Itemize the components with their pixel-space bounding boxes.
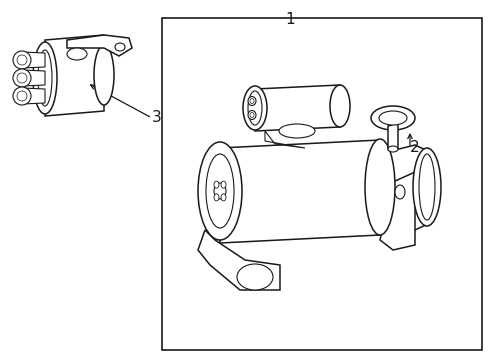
Ellipse shape — [214, 183, 225, 199]
Ellipse shape — [33, 42, 57, 114]
Polygon shape — [254, 85, 339, 131]
Ellipse shape — [13, 87, 31, 105]
Polygon shape — [22, 52, 45, 68]
Ellipse shape — [94, 45, 114, 105]
Ellipse shape — [205, 154, 234, 228]
Polygon shape — [264, 131, 305, 148]
Bar — [162, 18, 481, 350]
Ellipse shape — [67, 48, 87, 60]
Ellipse shape — [418, 154, 434, 220]
Ellipse shape — [247, 111, 256, 120]
Polygon shape — [22, 70, 45, 86]
Text: 3: 3 — [152, 111, 162, 126]
Ellipse shape — [237, 264, 272, 290]
Ellipse shape — [243, 86, 266, 130]
Ellipse shape — [329, 85, 349, 127]
Ellipse shape — [115, 43, 125, 51]
Ellipse shape — [247, 91, 262, 125]
Ellipse shape — [378, 111, 406, 125]
Ellipse shape — [249, 99, 253, 104]
Ellipse shape — [17, 55, 27, 65]
Polygon shape — [220, 140, 379, 243]
Ellipse shape — [13, 51, 31, 69]
Ellipse shape — [249, 112, 253, 117]
Ellipse shape — [214, 194, 219, 201]
Ellipse shape — [17, 91, 27, 101]
Ellipse shape — [387, 146, 397, 152]
Ellipse shape — [214, 181, 219, 188]
Polygon shape — [387, 123, 397, 150]
Text: 1: 1 — [285, 12, 294, 27]
Polygon shape — [67, 35, 132, 56]
Ellipse shape — [279, 124, 314, 138]
Ellipse shape — [17, 73, 27, 83]
Ellipse shape — [221, 194, 225, 201]
Ellipse shape — [364, 139, 394, 235]
Polygon shape — [198, 230, 280, 290]
Polygon shape — [374, 145, 429, 230]
Text: 2: 2 — [409, 140, 419, 156]
Ellipse shape — [412, 148, 440, 226]
Polygon shape — [45, 35, 104, 116]
Polygon shape — [22, 88, 45, 104]
Ellipse shape — [247, 96, 256, 105]
Ellipse shape — [198, 142, 242, 240]
Ellipse shape — [13, 69, 31, 87]
Ellipse shape — [38, 50, 52, 106]
Ellipse shape — [221, 181, 225, 188]
Ellipse shape — [394, 185, 404, 199]
Ellipse shape — [370, 106, 414, 130]
Polygon shape — [379, 172, 414, 250]
